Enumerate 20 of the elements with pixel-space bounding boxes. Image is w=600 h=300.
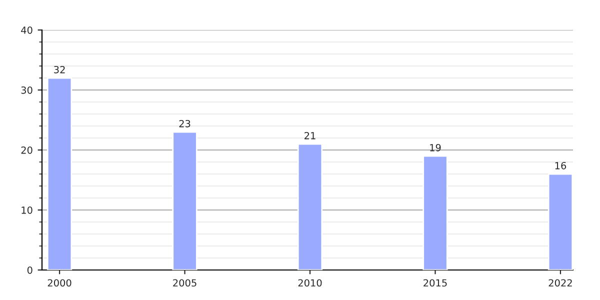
bar <box>422 155 448 270</box>
data-label: 32 <box>54 66 65 74</box>
y-tick-label: 10 <box>22 206 32 214</box>
data-label: 21 <box>304 132 316 140</box>
data-label: 19 <box>430 144 441 152</box>
y-tick-label: 40 <box>21 26 32 34</box>
bar <box>46 77 72 270</box>
x-tick-label: 2015 <box>424 279 447 287</box>
bar <box>172 131 198 270</box>
bar <box>297 143 323 270</box>
x-tick-label: 2022 <box>548 279 572 287</box>
x-tick-label: 2005 <box>173 279 196 287</box>
y-tick-label: 0 <box>27 266 32 274</box>
x-tick-label: 2000 <box>48 279 72 287</box>
y-tick-label: 30 <box>21 86 32 94</box>
data-label: 23 <box>179 120 190 128</box>
data-label: 16 <box>555 162 566 170</box>
bar <box>548 173 573 270</box>
y-tick-label: 20 <box>21 146 32 154</box>
x-tick-label: 2010 <box>298 279 322 287</box>
